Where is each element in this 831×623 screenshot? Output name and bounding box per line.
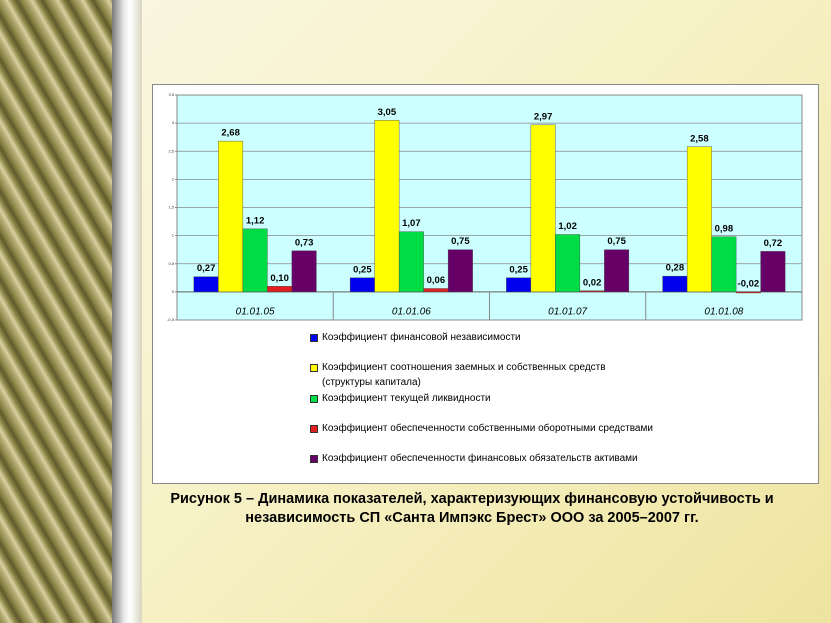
legend-label: Коэффициент текущей ликвидности [322, 393, 491, 404]
bar [604, 249, 630, 293]
data-label: 1,12 [246, 215, 265, 226]
bar [735, 291, 761, 294]
y-tick-label: 3,5 [168, 92, 174, 97]
y-tick-label: 2,5 [168, 148, 174, 153]
data-label: 2,68 [221, 128, 240, 139]
legend-item: Коэффициент текущей ликвидности [310, 391, 662, 406]
bar [506, 277, 532, 293]
data-label: 0,28 [666, 263, 685, 274]
data-label: 0,06 [427, 275, 446, 286]
data-label: 0,72 [764, 238, 783, 249]
legend-label: Коэффициент обеспеченности собственными … [322, 423, 653, 434]
caption: Рисунок 5 – Динамика показателей, характ… [170, 491, 774, 526]
y-tick-label: 0,5 [168, 261, 174, 266]
data-label: 0,27 [197, 263, 216, 274]
decoration [0, 0, 112, 623]
bar [760, 251, 786, 293]
legend-item: Коэффициент обеспеченности собственными … [310, 421, 662, 436]
bar [447, 249, 473, 293]
bar [662, 275, 688, 293]
data-label: 0,02 [583, 277, 602, 288]
data-label: -0,02 [738, 278, 760, 289]
legend-label: Коэффициент соотношения заемных и собств… [322, 362, 606, 388]
legend-swatch [310, 334, 318, 342]
bar [242, 228, 268, 293]
bar [193, 276, 219, 293]
x-tick-label: 01.01.08 [704, 307, 743, 318]
legend: Коэффициент финансовой независимости Коэф… [310, 330, 670, 481]
bar [711, 236, 737, 293]
y-tick-label: -0,5 [167, 317, 175, 322]
legend-swatch [310, 425, 318, 433]
bar [218, 140, 244, 293]
data-label: 0,75 [451, 236, 470, 247]
bar [349, 277, 375, 293]
legend-item: Коэффициент соотношения заемных и собств… [310, 360, 622, 390]
bar [291, 250, 317, 293]
bar [530, 124, 556, 293]
legend-label: Коэффициент обеспеченности финансовых об… [322, 453, 638, 464]
data-label: 0,75 [607, 236, 626, 247]
data-label: 1,07 [402, 218, 421, 229]
x-tick-label: 01.01.07 [548, 307, 587, 318]
data-label: 0,73 [295, 237, 314, 248]
bar [267, 286, 293, 293]
legend-swatch [310, 455, 318, 463]
data-label: 0,98 [715, 223, 734, 234]
legend-item: Коэффициент обеспеченности финансовых об… [310, 451, 662, 466]
y-tick-label: 2 [172, 176, 175, 181]
x-tick-label: 01.01.06 [392, 307, 431, 318]
y-tick-label: 3 [172, 120, 175, 125]
y-tick-label: 1 [172, 233, 175, 238]
data-label: 2,97 [534, 111, 553, 122]
bar [686, 146, 712, 293]
legend-label: Коэффициент финансовой независимости [322, 332, 521, 343]
bar [579, 290, 605, 293]
bar [555, 234, 581, 293]
bar [423, 288, 449, 293]
data-label: 0,25 [509, 264, 528, 275]
data-label: 1,02 [558, 221, 577, 232]
data-label: 3,05 [378, 107, 397, 118]
legend-swatch [310, 395, 318, 403]
decoration-edge [112, 0, 142, 623]
y-tick-label: 0 [172, 289, 175, 294]
legend-swatch [310, 364, 318, 372]
x-tick-label: 01.01.05 [236, 307, 275, 318]
bar [398, 231, 424, 293]
legend-item: Коэффициент финансовой независимости [310, 330, 662, 345]
bar [374, 120, 400, 293]
data-label: 2,58 [690, 133, 709, 144]
data-label: 0,25 [353, 264, 372, 275]
data-label: 0,10 [270, 273, 289, 284]
y-tick-label: 1,5 [168, 205, 174, 210]
